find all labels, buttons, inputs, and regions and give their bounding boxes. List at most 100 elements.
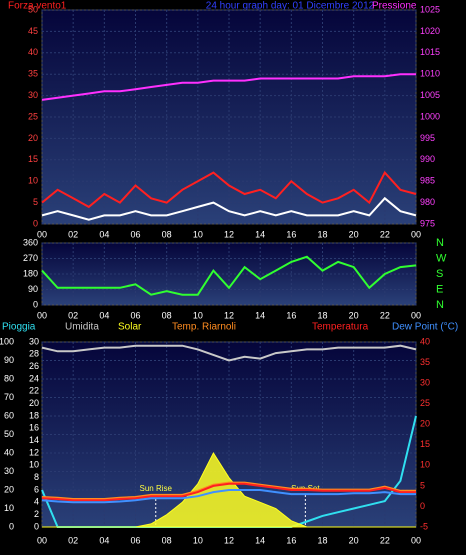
x-tick-label: 08 bbox=[162, 229, 172, 239]
x-tick-label: 02 bbox=[68, 229, 78, 239]
y2-tick-label: 990 bbox=[420, 154, 435, 164]
series-line bbox=[41, 73, 416, 101]
y2-tick-label: 1020 bbox=[420, 26, 440, 36]
y2-tick-label: E bbox=[436, 283, 443, 295]
series-line bbox=[41, 196, 417, 221]
x-tick-label: 18 bbox=[317, 535, 327, 545]
y3-tick-label: 24 bbox=[29, 373, 39, 383]
y-tick-label: 0 bbox=[33, 218, 38, 228]
legend-entry: Umidita bbox=[65, 322, 99, 333]
y-tick-label: 10 bbox=[4, 503, 14, 513]
y2-tick-label: -5 bbox=[420, 521, 428, 531]
x-tick-label: 22 bbox=[380, 535, 390, 545]
x-tick-label: 00 bbox=[411, 229, 421, 239]
x-tick-label: 10 bbox=[193, 535, 203, 545]
y3-tick-label: 12 bbox=[29, 447, 39, 457]
y3-tick-label: 2 bbox=[34, 509, 39, 519]
y-tick-label: 80 bbox=[4, 373, 14, 383]
y3-tick-label: 28 bbox=[29, 349, 39, 359]
y-tick-label: 35 bbox=[28, 69, 38, 79]
y-tick-label: 0 bbox=[33, 299, 38, 309]
y2-tick-label: N bbox=[436, 237, 444, 249]
x-tick-label: 00 bbox=[37, 310, 47, 320]
y2-tick-label: 985 bbox=[420, 176, 435, 186]
x-tick-label: 22 bbox=[380, 229, 390, 239]
y2-tick-label: 1015 bbox=[420, 47, 440, 57]
y3-tick-label: 30 bbox=[29, 336, 39, 346]
plot-area bbox=[41, 242, 417, 306]
y3-tick-label: 16 bbox=[29, 423, 39, 433]
x-tick-label: 10 bbox=[193, 229, 203, 239]
x-tick-label: 18 bbox=[317, 310, 327, 320]
y2-tick-label: 10 bbox=[420, 460, 430, 470]
y2-tick-label: 975 bbox=[420, 218, 435, 228]
series-line bbox=[41, 344, 417, 362]
legend-entry: Solar bbox=[118, 322, 142, 333]
chart-title: 24 hour graph day: 01 Dicembre 2012 bbox=[206, 1, 375, 12]
y-tick-label: 30 bbox=[28, 90, 38, 100]
x-tick-label: 20 bbox=[349, 229, 359, 239]
y-tick-label: 180 bbox=[23, 268, 38, 278]
y-tick-label: 90 bbox=[28, 284, 38, 294]
legend-entry: Temperatura bbox=[312, 322, 369, 333]
y-tick-label: 50 bbox=[4, 429, 14, 439]
y-tick-label: 360 bbox=[23, 237, 38, 247]
x-tick-label: 00 bbox=[411, 535, 421, 545]
y-tick-label: 60 bbox=[4, 410, 14, 420]
y3-tick-label: 18 bbox=[29, 410, 39, 420]
x-tick-label: 00 bbox=[37, 535, 47, 545]
plot-area bbox=[41, 9, 417, 225]
y2-tick-label: 1010 bbox=[420, 69, 440, 79]
y3-tick-label: 14 bbox=[29, 435, 39, 445]
x-tick-label: 12 bbox=[224, 310, 234, 320]
x-tick-label: 16 bbox=[286, 310, 296, 320]
y-tick-label: 45 bbox=[28, 26, 38, 36]
legend-entry: Pressione bbox=[372, 1, 417, 12]
x-tick-label: 12 bbox=[224, 535, 234, 545]
y2-tick-label: 20 bbox=[420, 419, 430, 429]
y-tick-label: 20 bbox=[28, 133, 38, 143]
x-tick-label: 10 bbox=[193, 310, 203, 320]
y-tick-label: 25 bbox=[28, 111, 38, 121]
y2-tick-label: 40 bbox=[420, 336, 430, 346]
x-tick-label: 14 bbox=[255, 310, 265, 320]
x-tick-label: 06 bbox=[130, 229, 140, 239]
y-tick-label: 40 bbox=[28, 47, 38, 57]
y-tick-label: 5 bbox=[33, 197, 38, 207]
series-line bbox=[41, 489, 416, 504]
y-tick-label: 15 bbox=[28, 154, 38, 164]
x-tick-label: 12 bbox=[224, 229, 234, 239]
annotation: Sun Rise bbox=[140, 484, 173, 493]
y2-tick-label: 35 bbox=[420, 357, 430, 367]
y-tick-label: 10 bbox=[28, 176, 38, 186]
legend-entry: Forza vento1 bbox=[8, 1, 67, 12]
y-tick-label: 20 bbox=[4, 484, 14, 494]
series-line bbox=[41, 170, 417, 209]
y-tick-label: 270 bbox=[23, 253, 38, 263]
x-tick-label: 08 bbox=[162, 535, 172, 545]
x-tick-label: 16 bbox=[286, 229, 296, 239]
y-tick-label: 70 bbox=[4, 392, 14, 402]
legend-entry: Temp. Riarnoli bbox=[172, 322, 236, 333]
x-tick-label: 04 bbox=[99, 535, 109, 545]
y2-tick-label: 995 bbox=[420, 133, 435, 143]
y-tick-label: 40 bbox=[4, 447, 14, 457]
series-line bbox=[41, 255, 417, 296]
y-tick-label: 50 bbox=[28, 4, 38, 14]
x-tick-label: 08 bbox=[162, 310, 172, 320]
y-tick-label: 90 bbox=[4, 355, 14, 365]
y2-tick-label: 30 bbox=[420, 377, 430, 387]
x-tick-label: 20 bbox=[349, 310, 359, 320]
y3-tick-label: 22 bbox=[29, 386, 39, 396]
x-tick-label: 18 bbox=[317, 229, 327, 239]
y-tick-label: 30 bbox=[4, 466, 14, 476]
y2-tick-label: W bbox=[436, 252, 447, 264]
y3-tick-label: 6 bbox=[34, 484, 39, 494]
y2-tick-label: 0 bbox=[420, 501, 425, 511]
y3-tick-label: 0 bbox=[34, 521, 39, 531]
y2-tick-label: 1000 bbox=[420, 111, 440, 121]
x-tick-label: 06 bbox=[130, 535, 140, 545]
x-tick-label: 14 bbox=[255, 535, 265, 545]
y-tick-label: 100 bbox=[0, 336, 14, 346]
